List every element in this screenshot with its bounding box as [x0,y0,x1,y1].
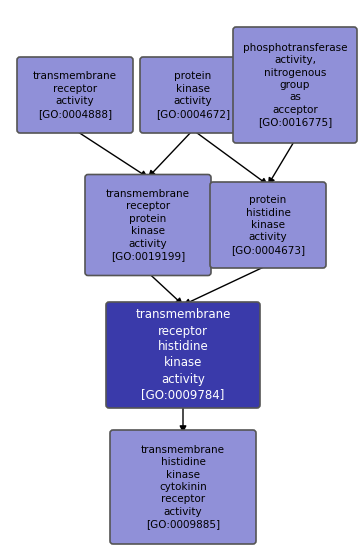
FancyBboxPatch shape [110,430,256,544]
FancyBboxPatch shape [106,302,260,408]
Text: phosphotransferase
activity,
nitrogenous
group
as
acceptor
[GO:0016775]: phosphotransferase activity, nitrogenous… [243,43,347,127]
Text: protein
histidine
kinase
activity
[GO:0004673]: protein histidine kinase activity [GO:00… [231,195,305,255]
Text: transmembrane
receptor
activity
[GO:0004888]: transmembrane receptor activity [GO:0004… [33,71,117,118]
FancyBboxPatch shape [210,182,326,268]
Text: transmembrane
histidine
kinase
cytokinin
receptor
activity
[GO:0009885]: transmembrane histidine kinase cytokinin… [141,445,225,529]
FancyBboxPatch shape [85,175,211,275]
Text: transmembrane
receptor
histidine
kinase
activity
[GO:0009784]: transmembrane receptor histidine kinase … [135,309,231,401]
FancyBboxPatch shape [140,57,246,133]
FancyBboxPatch shape [17,57,133,133]
FancyBboxPatch shape [233,27,357,143]
Text: transmembrane
receptor
protein
kinase
activity
[GO:0019199]: transmembrane receptor protein kinase ac… [106,189,190,261]
Text: protein
kinase
activity
[GO:0004672]: protein kinase activity [GO:0004672] [156,71,230,118]
